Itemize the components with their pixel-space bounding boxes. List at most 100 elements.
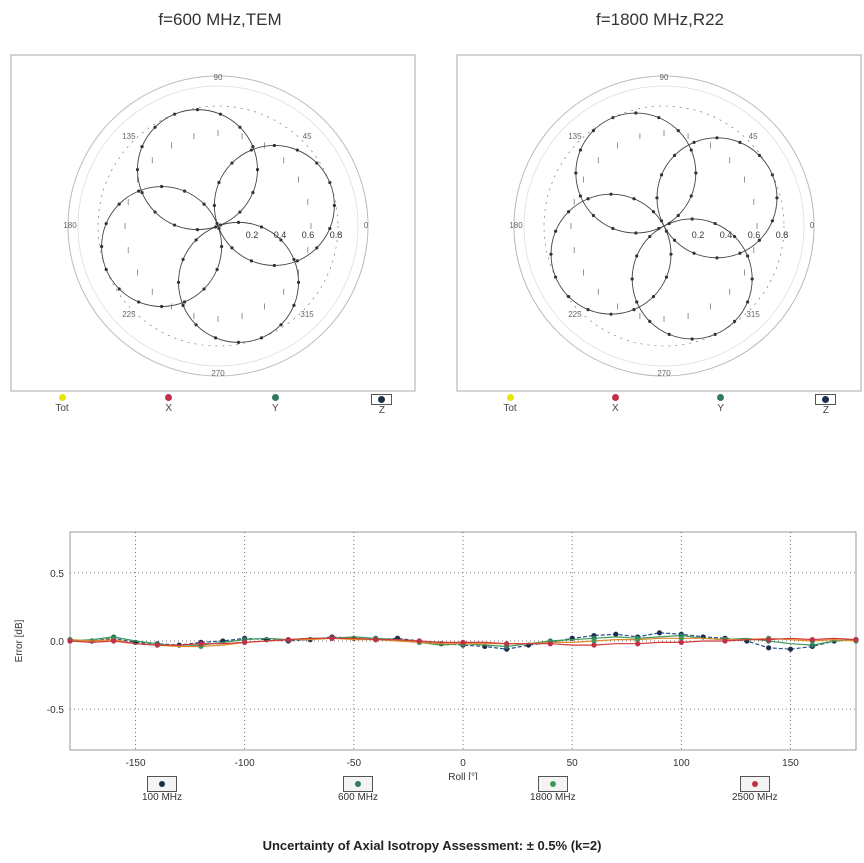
polar-point	[249, 148, 254, 152]
polar-angle-label: 135	[122, 132, 136, 141]
legend-1800mhz[interactable]: 1800 MHz	[530, 776, 576, 803]
polar-point	[172, 223, 177, 227]
legend-tot[interactable]: Tot	[42, 394, 82, 416]
legend-box	[147, 776, 177, 792]
polar-point	[295, 259, 299, 263]
polar-point	[279, 238, 283, 242]
series-point	[547, 641, 553, 647]
polar-point	[750, 277, 754, 281]
polar-point	[578, 194, 582, 198]
polar-point	[611, 226, 615, 231]
y-axis-label: Error [dB]	[14, 619, 25, 662]
polar-outer-circle	[513, 75, 815, 377]
polar-point	[746, 254, 750, 258]
polar-point	[272, 263, 276, 268]
legend-dot-icon	[271, 394, 279, 401]
polar-point	[667, 221, 671, 226]
legend-box	[815, 394, 837, 405]
polar-point	[236, 220, 241, 224]
polar-point	[715, 256, 719, 260]
polar-radius-label: 0.4	[720, 230, 733, 240]
polar-point	[566, 210, 571, 214]
polar-point	[553, 229, 558, 233]
series-point	[504, 641, 510, 647]
polar-point	[715, 136, 719, 140]
legend-dot-icon	[58, 394, 66, 401]
polar-point	[160, 304, 164, 309]
polar-point	[181, 257, 185, 262]
x-tick-label: 100	[673, 758, 690, 769]
polar-point	[255, 168, 260, 172]
series-point	[460, 639, 466, 645]
legend-z[interactable]: Z	[806, 394, 846, 416]
polar-point	[213, 225, 218, 229]
polar-point	[634, 111, 638, 115]
y-tick-label: 0.0	[50, 637, 64, 648]
legend-100mhz[interactable]: 100 MHz	[142, 776, 182, 803]
polar-point	[140, 190, 144, 195]
x-tick-label: 0	[460, 758, 466, 769]
legend-x[interactable]: X	[595, 394, 635, 416]
x-tick-label: 50	[567, 758, 579, 769]
polar-point	[153, 125, 157, 129]
polar-point	[651, 294, 656, 299]
polar-point	[757, 153, 762, 158]
polar-point	[259, 336, 264, 340]
polar-point	[236, 340, 241, 344]
polar-angle-label: 225	[568, 310, 582, 319]
polar-radius-label: 0.2	[246, 230, 259, 240]
polar-point	[332, 203, 336, 208]
polar-point	[664, 229, 669, 233]
legend-600mhz[interactable]: 600 MHz	[338, 776, 378, 803]
polar-point	[549, 252, 553, 256]
polar-point	[630, 277, 634, 281]
series-point	[591, 642, 597, 648]
legend-box	[343, 776, 373, 792]
polar-angle-label: 45	[303, 132, 312, 141]
footer-uncertainty: Uncertainty of Axial Isotropy Assessment…	[262, 838, 602, 853]
polar-angle-label: 225	[122, 310, 136, 319]
polar-outer-circle	[67, 75, 369, 377]
polar-point	[249, 259, 254, 263]
polar-legend-right: Tot X Y Z	[490, 394, 846, 416]
legend-x[interactable]: X	[149, 394, 189, 416]
polar-inner-circle	[523, 85, 805, 367]
polar-point	[218, 112, 223, 116]
x-axis-label: Roll [°]	[448, 772, 478, 780]
polar-point	[672, 238, 677, 242]
polar-point	[738, 140, 742, 144]
legend-dot-icon	[751, 781, 758, 787]
x-tick-label: 150	[782, 758, 799, 769]
polar-point	[213, 336, 218, 340]
polar-point	[692, 251, 696, 255]
series-point	[154, 642, 160, 648]
polar-angle-label: 180	[509, 221, 523, 230]
polar-point	[566, 294, 571, 299]
series-point	[67, 638, 73, 644]
legend-2500mhz[interactable]: 2500 MHz	[732, 776, 778, 803]
legend-tot[interactable]: Tot	[490, 394, 530, 416]
legend-y[interactable]: Y	[255, 394, 295, 416]
polar-angle-label: 90	[660, 73, 669, 82]
polar-point	[202, 202, 206, 206]
polar-point	[635, 300, 639, 304]
polar-point	[659, 173, 664, 177]
polar-point	[215, 221, 219, 226]
polar-point	[667, 332, 671, 337]
polar-point	[672, 153, 677, 158]
polar-point	[272, 143, 276, 148]
legend-dot-icon	[506, 394, 514, 401]
legend-box	[371, 394, 393, 405]
polar-angle-label: 315	[300, 310, 314, 319]
polar-point	[212, 203, 216, 208]
polar-point	[315, 246, 319, 250]
series-point	[285, 637, 291, 643]
series-point	[809, 637, 815, 643]
legend-y[interactable]: Y	[701, 394, 741, 416]
polar-point	[635, 254, 639, 258]
legend-z[interactable]: Z	[362, 394, 402, 416]
polar-point	[176, 280, 181, 284]
legend-dot-icon	[611, 394, 619, 401]
polar-point	[215, 267, 219, 272]
series-point	[787, 646, 794, 652]
